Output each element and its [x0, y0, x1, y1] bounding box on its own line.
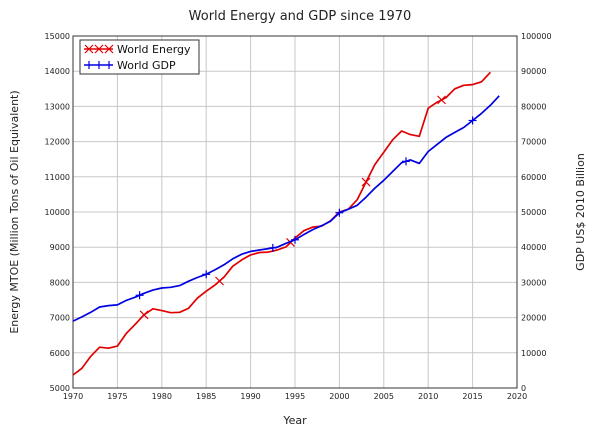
y-right-tick-label: 20000: [521, 314, 546, 323]
plot-frame: [72, 35, 518, 389]
legend-marker-energy: [84, 44, 114, 54]
x-tick-label: 2015: [462, 392, 482, 401]
y-axis-right-label: GDP US$ 2010 Billion: [574, 153, 587, 271]
x-tick-label: 1990: [240, 392, 260, 401]
data-point-marker: [437, 95, 446, 105]
legend-label-gdp: World GDP: [117, 59, 176, 72]
data-point-marker: [335, 208, 344, 217]
series-world-gdp: [72, 95, 500, 322]
x-axis-label: Year: [282, 414, 307, 427]
x-tick-label: 1980: [152, 392, 172, 401]
data-point-marker: [202, 270, 211, 279]
x-tick-label: 2005: [374, 392, 394, 401]
y-left-tick-label: 12000: [45, 138, 70, 147]
data-point-marker: [139, 310, 149, 320]
y-right-tick-label: 100000: [521, 32, 552, 41]
legend-box: [79, 39, 200, 75]
data-point-marker: [135, 291, 144, 300]
chart-title: World Energy and GDP since 1970: [189, 9, 412, 24]
legend-marker-gdp: [88, 61, 110, 69]
grid: [72, 35, 518, 389]
x-tick-label: 2020: [507, 392, 527, 401]
y-right-tick-label: 10000: [521, 349, 546, 358]
y-right-tick-label: 40000: [521, 243, 546, 252]
x-tick-label: 2000: [329, 392, 349, 401]
y-left-tick-label: 14000: [45, 67, 70, 76]
y-right-tick-label: 70000: [521, 138, 546, 147]
y-left-tick-label: 6000: [50, 349, 70, 358]
y-axis-left-label: Energy MTOE (Million Tons of Oil Equival…: [8, 90, 21, 333]
series-layer: [72, 71, 500, 376]
y-left-tick-label: 10000: [45, 208, 70, 217]
data-point-marker: [215, 276, 224, 286]
y-right-tick-label: 80000: [521, 102, 546, 111]
legend-label-energy: World Energy: [117, 43, 191, 56]
y-left-tick-label: 13000: [45, 102, 70, 111]
data-point-marker: [291, 235, 299, 244]
y-right-tick-label: 90000: [521, 67, 546, 76]
x-tick-label: 1995: [285, 392, 305, 401]
y-right-tick-label: 60000: [521, 173, 546, 182]
x-tick-label: 1975: [107, 392, 127, 401]
y-left-tick-label: 5000: [50, 384, 70, 393]
y-right-tick-label: 30000: [521, 278, 546, 287]
y-left-tick-label: 8000: [50, 278, 70, 287]
y-left-tick-label: 15000: [45, 32, 70, 41]
data-point-marker: [361, 177, 371, 187]
series-line: [72, 95, 500, 322]
y-left-tick-label: 11000: [45, 173, 70, 182]
y-right-tick-label: 50000: [521, 208, 546, 217]
y-left-tick-label: 7000: [50, 314, 70, 323]
data-point-marker: [268, 243, 277, 252]
data-point-marker: [402, 157, 410, 166]
x-tick-label: 1970: [63, 392, 83, 401]
tick-labels: 1970 1975 1980 1985 1990 1995 2000 2005 2010 2015…: [45, 32, 552, 401]
legend: World Energy World GDP: [79, 39, 200, 75]
y-right-tick-label: 0: [521, 384, 526, 393]
data-point-marker: [468, 116, 477, 125]
x-tick-label: 2010: [418, 392, 438, 401]
x-tick-label: 1985: [196, 392, 216, 401]
y-left-tick-label: 9000: [50, 243, 70, 252]
